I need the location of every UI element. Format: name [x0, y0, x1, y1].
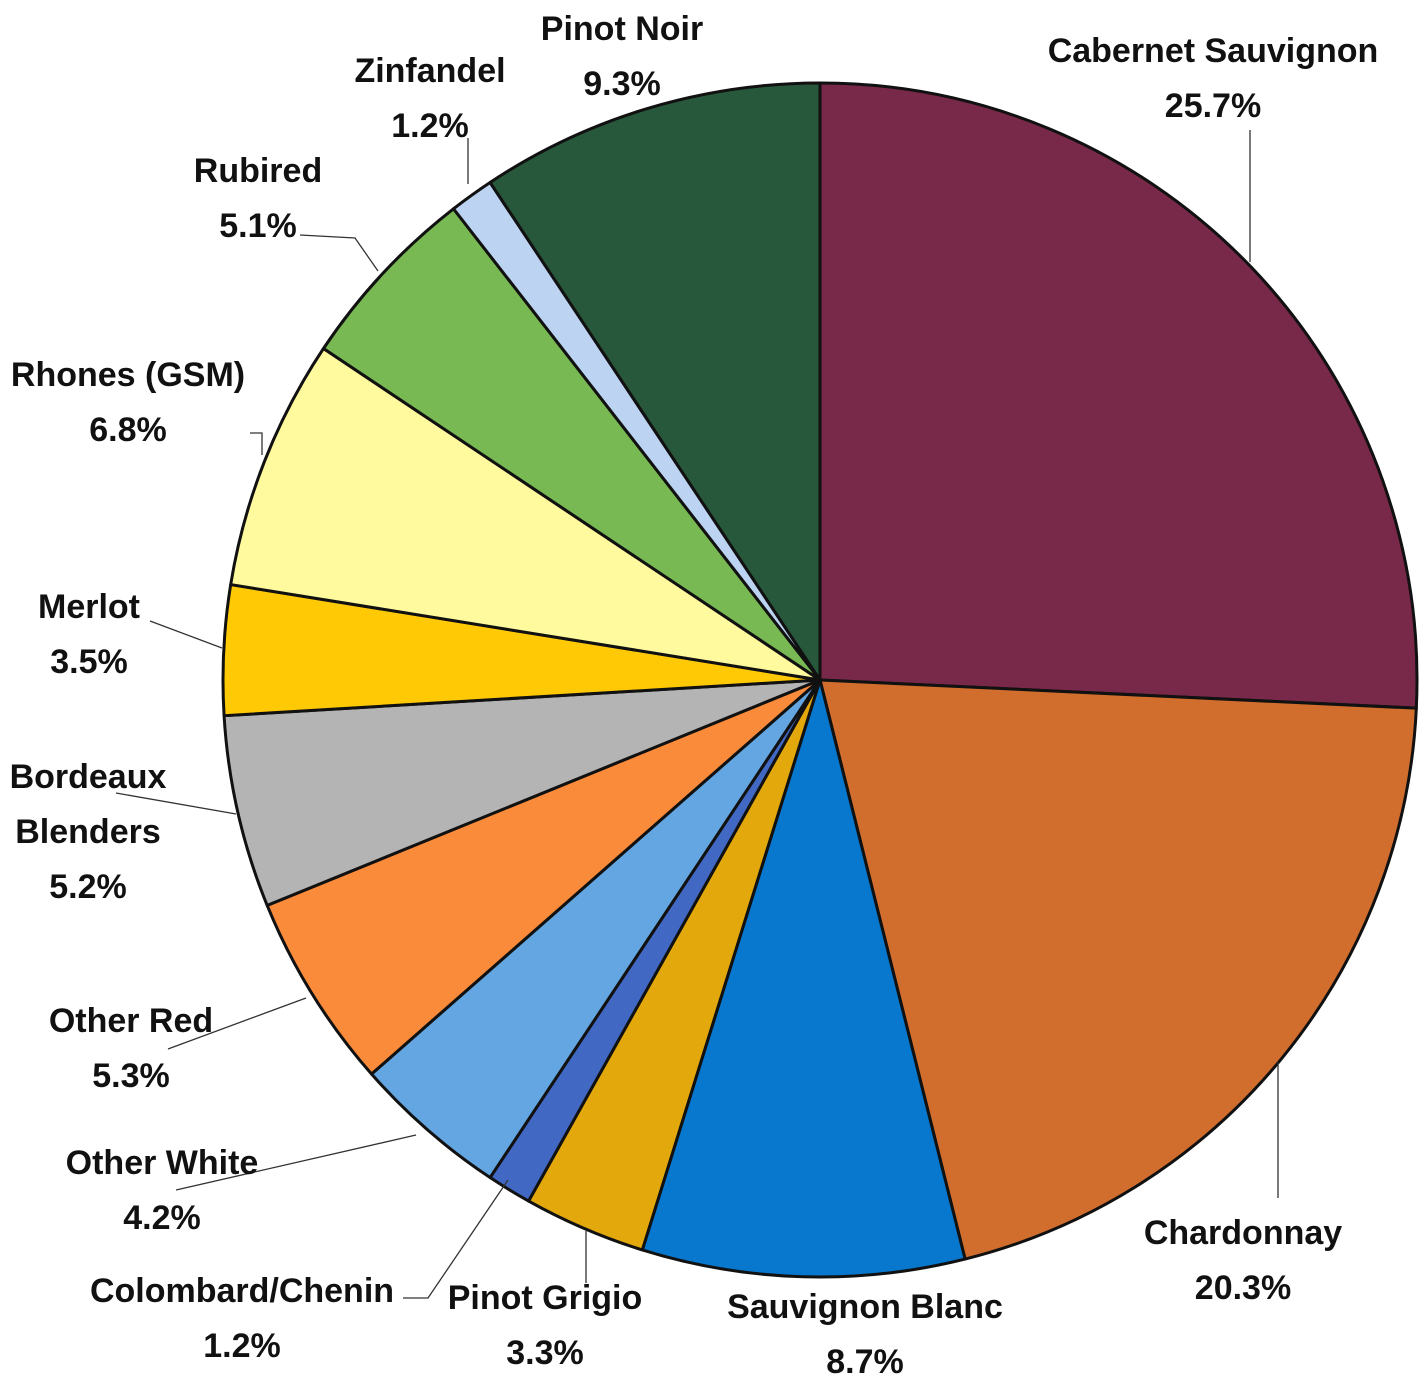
label-value: 5.1% — [219, 207, 297, 245]
label-chardonnay: Chardonnay 20.3% — [1144, 1214, 1342, 1307]
leader-lines-layer — [115, 130, 1279, 1299]
label-value: 1.2% — [203, 1327, 281, 1365]
label-name: Rhones (GSM) — [11, 356, 245, 394]
leader-line-other-red — [167, 997, 307, 1050]
label-name: Pinot Noir — [541, 10, 703, 48]
label-name: Other Red — [49, 1002, 213, 1040]
label-rhones-gsm: Rhones (GSM) 6.8% — [11, 356, 245, 449]
leader-line-other-white — [175, 1134, 417, 1191]
label-merlot: Merlot 3.5% — [38, 588, 140, 681]
leader-line-merlot — [149, 620, 223, 649]
leader-line-colombard-chenin — [403, 1179, 509, 1299]
label-value: 8.7% — [826, 1343, 904, 1381]
label-colombard-chenin: Colombard/Chenin 1.2% — [90, 1272, 394, 1365]
slice-other-red — [265, 678, 822, 1076]
label-cabernet-sauvignon: Cabernet Sauvignon 25.7% — [1048, 32, 1379, 125]
slice-rubired — [321, 207, 822, 682]
labels-layer: Cabernet Sauvignon 25.7% Chardonnay 20.3% Sa… — [10, 10, 1379, 1381]
label-zinfandel: Zinfandel 1.2% — [354, 52, 505, 145]
slice-cabernet-sauvignon — [818, 81, 1419, 710]
label-value: 3.3% — [506, 1334, 584, 1372]
label-name: Chardonnay — [1144, 1214, 1342, 1252]
label-name: Colombard/Chenin — [90, 1272, 394, 1310]
label-sauvignon-blanc: Sauvignon Blanc 8.7% — [727, 1288, 1003, 1381]
label-rubired: Rubired 5.1% — [194, 152, 322, 245]
slice-chardonnay — [818, 678, 1418, 1261]
label-name: Cabernet Sauvignon — [1048, 32, 1379, 70]
slices-layer — [221, 81, 1419, 1279]
label-value: 1.2% — [391, 107, 469, 145]
label-value: 5.2% — [49, 868, 127, 906]
slice-rhones-gsm — [229, 347, 822, 682]
label-other-red: Other Red 5.3% — [49, 1002, 213, 1095]
leader-line-rubired — [299, 234, 379, 272]
leader-line-bordeaux-blenders — [115, 792, 237, 815]
label-pinot-grigio: Pinot Grigio 3.3% — [448, 1279, 643, 1372]
label-other-white: Other White 4.2% — [66, 1144, 259, 1237]
label-value: 20.3% — [1195, 1269, 1291, 1307]
label-name: Merlot — [38, 588, 140, 626]
label-value: 5.3% — [92, 1057, 170, 1095]
slice-sauvignon-blanc — [640, 678, 967, 1279]
label-name: Sauvignon Blanc — [727, 1288, 1003, 1326]
label-value: 9.3% — [583, 65, 661, 103]
label-value: 6.8% — [89, 411, 167, 449]
label-value: 3.5% — [50, 643, 128, 681]
label-name: Rubired — [194, 152, 322, 190]
slice-pinot-noir — [488, 81, 822, 682]
label-name: Other White — [66, 1144, 259, 1182]
label-bordeaux-blenders: Bordeaux Blenders 5.2% — [10, 758, 167, 906]
label-name: Bordeaux — [10, 758, 167, 796]
slice-bordeaux-blenders — [222, 678, 822, 907]
leader-line-rhones-gsm — [250, 432, 263, 455]
label-value: 4.2% — [123, 1199, 201, 1237]
label-value: 25.7% — [1165, 87, 1261, 125]
label-name: Pinot Grigio — [448, 1279, 643, 1317]
label-name: Zinfandel — [354, 52, 505, 90]
label-pinot-noir: Pinot Noir 9.3% — [541, 10, 703, 103]
label-name: Blenders — [15, 813, 161, 851]
